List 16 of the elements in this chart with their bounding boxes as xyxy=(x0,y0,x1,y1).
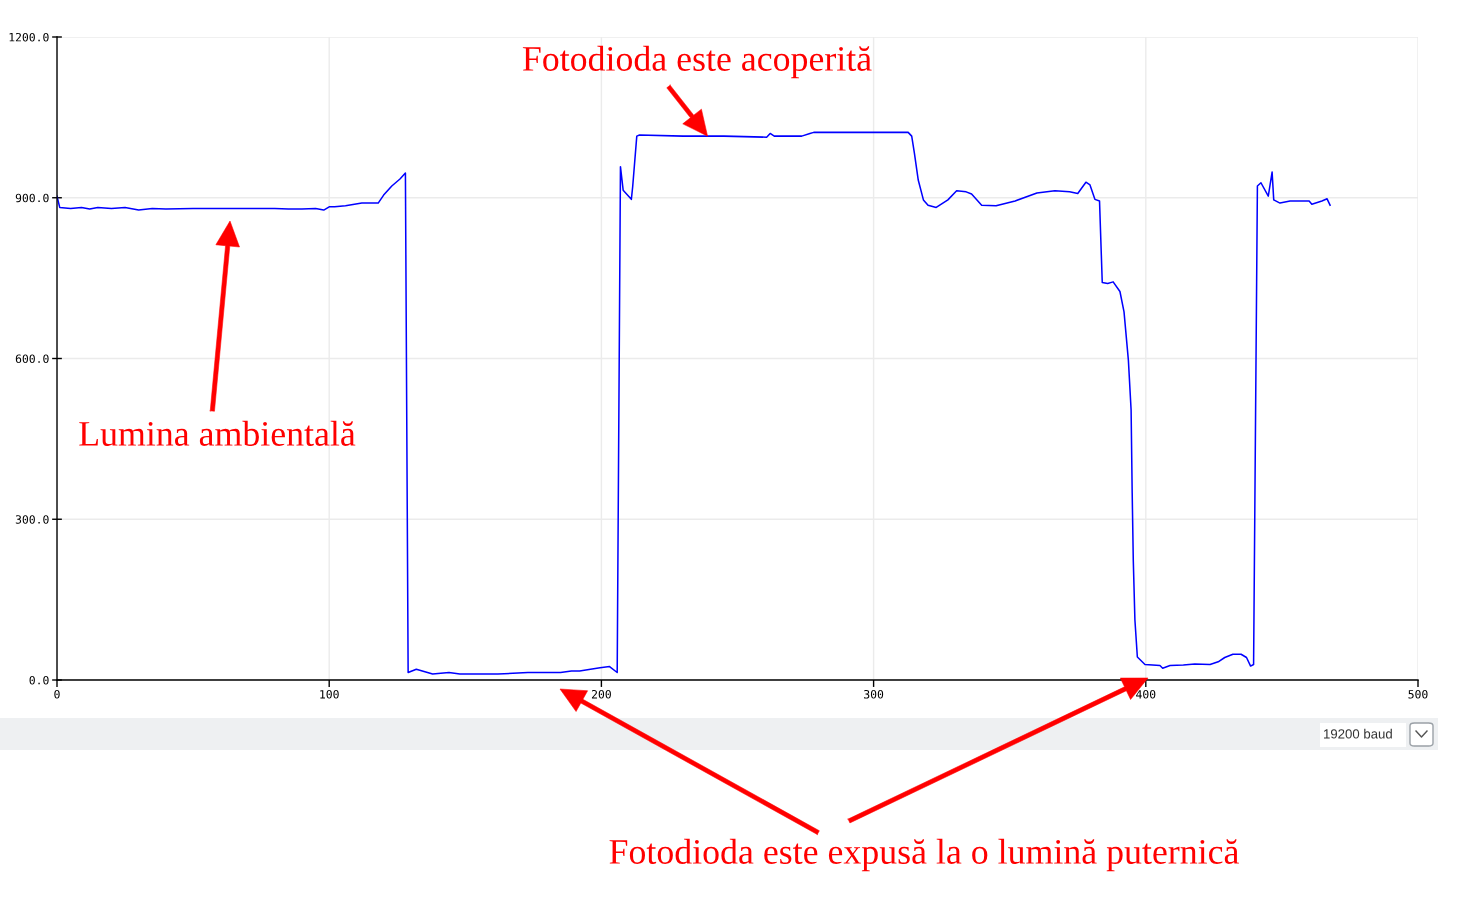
text: 19200 baud xyxy=(1324,728,1392,739)
y-tick-label: 1200.0 xyxy=(9,32,49,42)
x-tick-label: 200 xyxy=(591,689,611,699)
y-tick-label: 600.0 xyxy=(15,354,49,364)
x-tick-label: 300 xyxy=(864,689,884,699)
text: Fotodioda este expusă la o lumină puternică xyxy=(609,838,1239,872)
y-tick-label: 300.0 xyxy=(15,515,49,524)
x-tick-label: 0 xyxy=(54,689,60,699)
y-tick-label: 900.0 xyxy=(15,193,49,203)
annotation: Fotodioda este acoperită xyxy=(522,45,872,79)
line-series xyxy=(57,131,1331,675)
x-tick-label: 100 xyxy=(320,689,339,699)
annotation: Lumina ambientală xyxy=(79,420,356,446)
x-tick-label: 500 xyxy=(1408,689,1428,699)
x-tick-label: 400 xyxy=(1136,689,1156,699)
y-tick-label: 0.0 xyxy=(29,675,49,685)
